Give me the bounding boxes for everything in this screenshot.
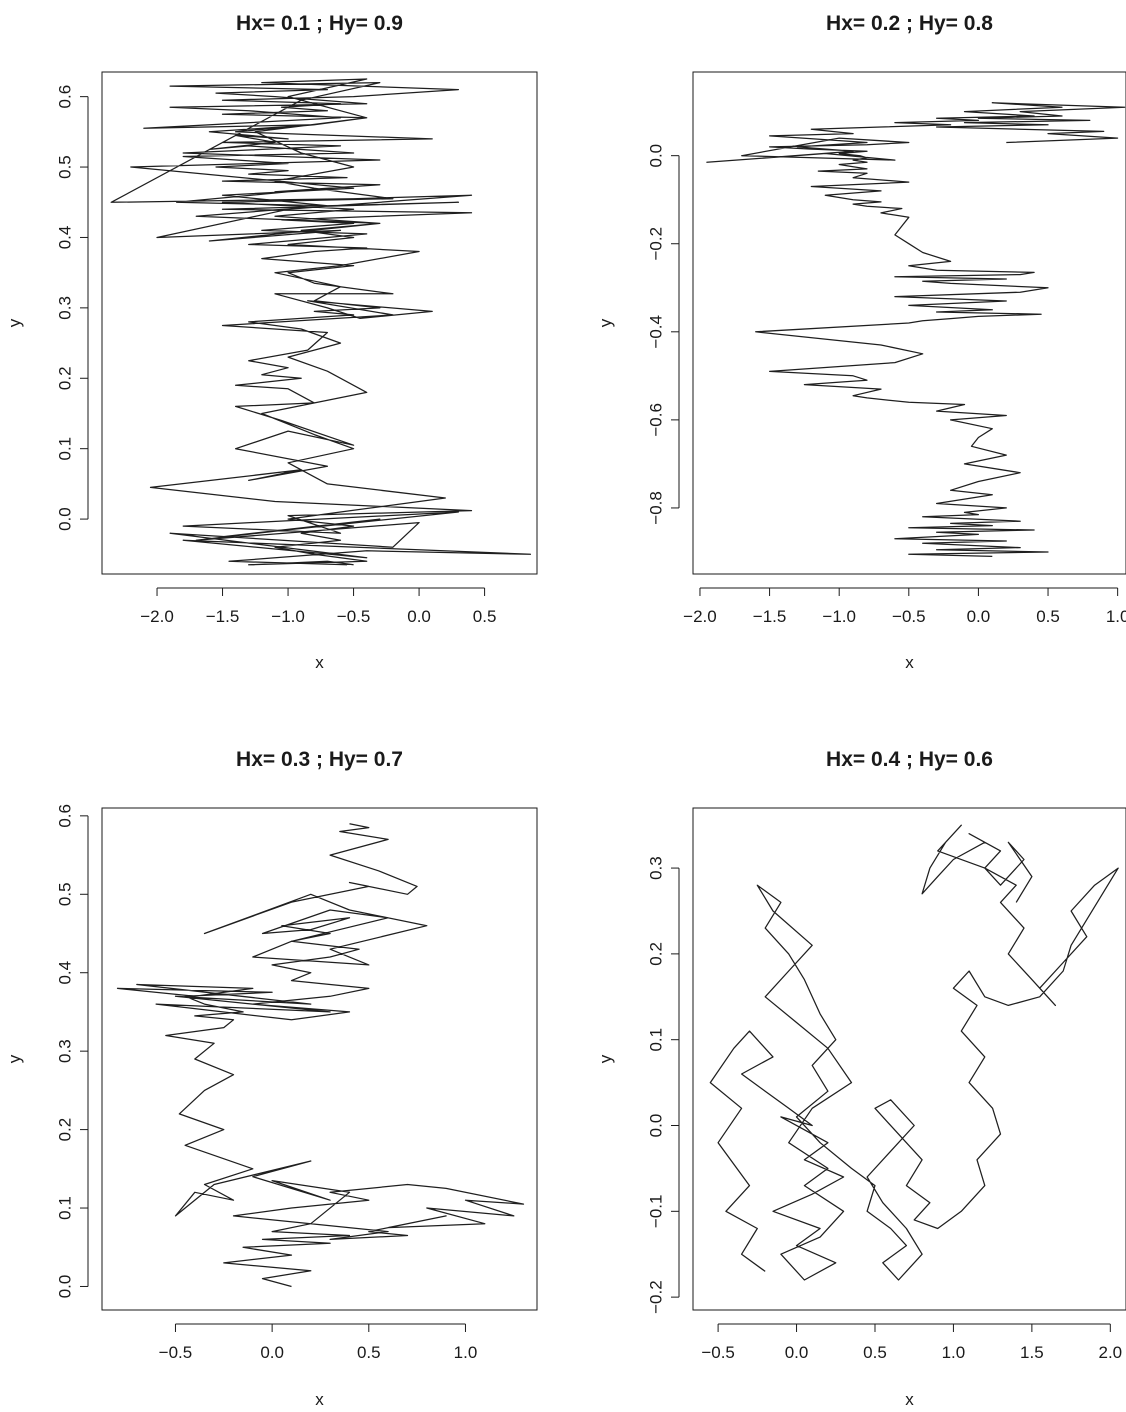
x-tick-label: 0.0 xyxy=(785,1343,809,1362)
y-tick-label: 0.1 xyxy=(646,1028,665,1052)
y-tick-label: −0.4 xyxy=(646,315,665,349)
plot-panel-4: Hx= 0.4 ; Hy= 0.6 −0.5 0.0 0.5 1.0 1.5 2.0 x −0.… xyxy=(596,748,1126,1409)
plot-frame xyxy=(101,807,538,1311)
plot-frame xyxy=(101,71,538,575)
x-axis-label: x xyxy=(905,653,914,672)
plot-panel-2: Hx= 0.2 ; Hy= 0.8 −2.0 −1.5 −1.0 −0.5 0.0 0.5 1… xyxy=(596,12,1126,672)
x-tick-label: −0.5 xyxy=(701,1343,735,1362)
y-tick-label: −0.1 xyxy=(646,1195,665,1229)
x-tick-label: −1.5 xyxy=(206,607,240,626)
series-line xyxy=(706,102,1126,558)
plot-panel-1: Hx= 0.1 ; Hy= 0.9 −2.0 −1.5 −1.0 −0.5 0.0 0.5 x… xyxy=(5,12,538,672)
y-tick-label: −0.2 xyxy=(646,1280,665,1314)
x-axis: −0.5 0.0 0.5 1.0 1.5 2.0 xyxy=(701,1323,1122,1362)
x-tick-label: 1.0 xyxy=(454,1343,478,1362)
x-tick-label: −1.5 xyxy=(753,607,787,626)
y-tick-label: 0.2 xyxy=(55,366,74,390)
plot-frame xyxy=(692,807,1126,1311)
y-tick-label: 0.2 xyxy=(646,942,665,966)
chart-title: Hx= 0.4 ; Hy= 0.6 xyxy=(826,748,993,771)
series-line xyxy=(709,824,1119,1281)
y-axis: −0.2 −0.1 0.0 0.1 0.2 0.3 xyxy=(646,856,680,1314)
x-tick-label: 0.0 xyxy=(967,607,991,626)
y-tick-label: 0.0 xyxy=(55,507,74,531)
x-axis-label: x xyxy=(905,1390,914,1409)
y-tick-label: 0.0 xyxy=(646,1114,665,1138)
chart-title: Hx= 0.2 ; Hy= 0.8 xyxy=(826,12,993,35)
x-tick-label: −1.0 xyxy=(822,607,856,626)
plot-panel-3: Hx= 0.3 ; Hy= 0.7 −0.5 0.0 0.5 1.0 x 0.0 0.1 0.2… xyxy=(5,748,538,1409)
x-tick-label: 0.5 xyxy=(863,1343,887,1362)
y-tick-label: 0.3 xyxy=(55,296,74,320)
y-tick-label: 0.3 xyxy=(55,1039,74,1063)
y-tick-label: 0.1 xyxy=(55,1196,74,1220)
x-tick-label: 0.5 xyxy=(357,1343,381,1362)
y-tick-label: 0.0 xyxy=(646,144,665,168)
y-tick-label: −0.2 xyxy=(646,227,665,261)
x-tick-label: −2.0 xyxy=(140,607,174,626)
x-tick-label: −0.5 xyxy=(159,1343,193,1362)
x-axis-label: x xyxy=(315,653,324,672)
y-tick-label: 0.4 xyxy=(55,226,74,250)
x-tick-label: 1.0 xyxy=(1106,607,1126,626)
y-tick-label: −0.6 xyxy=(646,403,665,437)
x-tick-label: −0.5 xyxy=(892,607,926,626)
x-tick-label: −2.0 xyxy=(683,607,717,626)
x-tick-label: 0.0 xyxy=(407,607,431,626)
y-axis: −0.8 −0.6 −0.4 −0.2 0.0 xyxy=(646,144,680,525)
y-tick-label: 0.5 xyxy=(55,882,74,906)
y-axis-label: y xyxy=(5,1054,24,1063)
x-tick-label: 0.5 xyxy=(473,607,497,626)
x-tick-label: 0.5 xyxy=(1036,607,1060,626)
chart-title: Hx= 0.3 ; Hy= 0.7 xyxy=(236,748,403,771)
y-tick-label: −0.8 xyxy=(646,491,665,525)
x-tick-label: −0.5 xyxy=(337,607,371,626)
y-axis: 0.0 0.1 0.2 0.3 0.4 0.5 0.6 xyxy=(55,804,89,1299)
x-tick-label: 1.0 xyxy=(942,1343,966,1362)
x-tick-label: 1.5 xyxy=(1020,1343,1044,1362)
y-tick-label: 0.4 xyxy=(55,961,74,985)
y-tick-label: 0.6 xyxy=(55,804,74,828)
y-axis-label: y xyxy=(596,318,615,327)
x-axis-label: x xyxy=(315,1390,324,1409)
y-tick-label: 0.6 xyxy=(55,85,74,109)
y-tick-label: 0.3 xyxy=(646,856,665,880)
chart-title: Hx= 0.1 ; Hy= 0.9 xyxy=(236,12,403,35)
plot-frame xyxy=(692,71,1126,575)
x-axis: −0.5 0.0 0.5 1.0 xyxy=(159,1323,478,1362)
series-line xyxy=(110,78,532,566)
x-axis: −2.0 −1.5 −1.0 −0.5 0.0 0.5 xyxy=(140,587,497,626)
y-axis-label: y xyxy=(5,318,24,327)
y-axis: 0.0 0.1 0.2 0.3 0.4 0.5 0.6 xyxy=(55,85,89,531)
x-axis: −2.0 −1.5 −1.0 −0.5 0.0 0.5 1.0 xyxy=(683,587,1126,626)
y-axis-label: y xyxy=(596,1054,615,1063)
x-tick-label: 2.0 xyxy=(1098,1343,1122,1362)
x-tick-label: 0.0 xyxy=(260,1343,284,1362)
x-tick-label: −1.0 xyxy=(271,607,305,626)
y-tick-label: 0.0 xyxy=(55,1275,74,1299)
y-tick-label: 0.2 xyxy=(55,1118,74,1142)
y-tick-label: 0.5 xyxy=(55,155,74,179)
y-tick-label: 0.1 xyxy=(55,437,74,461)
series-line xyxy=(116,823,525,1288)
